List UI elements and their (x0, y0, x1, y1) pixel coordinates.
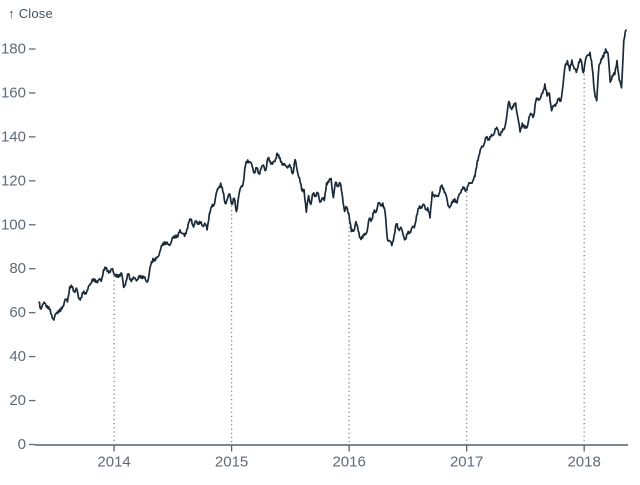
y-tick-label: 180 (1, 41, 26, 58)
y-tick-label: 140 (1, 128, 26, 145)
up-arrow-icon: ↑ (8, 6, 15, 21)
y-tick-label: 160 (1, 84, 26, 101)
y-tick-label: 40 (9, 348, 26, 365)
x-tick-label: 2018 (567, 454, 600, 471)
x-tick-label: 2015 (215, 454, 248, 471)
y-tick-label: 0 (18, 436, 26, 453)
y-tick-label: 120 (1, 172, 26, 189)
x-axis: 2014 2015 2016 2017 2018 (35, 70, 628, 471)
y-axis-title: ↑ Close (8, 6, 53, 21)
y-axis: 0 20 40 60 80 100 120 140 160 180 (1, 41, 36, 453)
y-tick-label: 100 (1, 216, 26, 233)
y-tick-label: 60 (9, 304, 26, 321)
y-tick-label: 20 (9, 392, 26, 409)
x-tick-label: 2017 (450, 454, 483, 471)
x-tick-label: 2016 (332, 454, 365, 471)
x-tick-label: 2014 (97, 454, 130, 471)
close-price-line (38, 29, 627, 321)
y-tick-label: 80 (9, 260, 26, 277)
y-axis-title-text: Close (18, 6, 53, 21)
